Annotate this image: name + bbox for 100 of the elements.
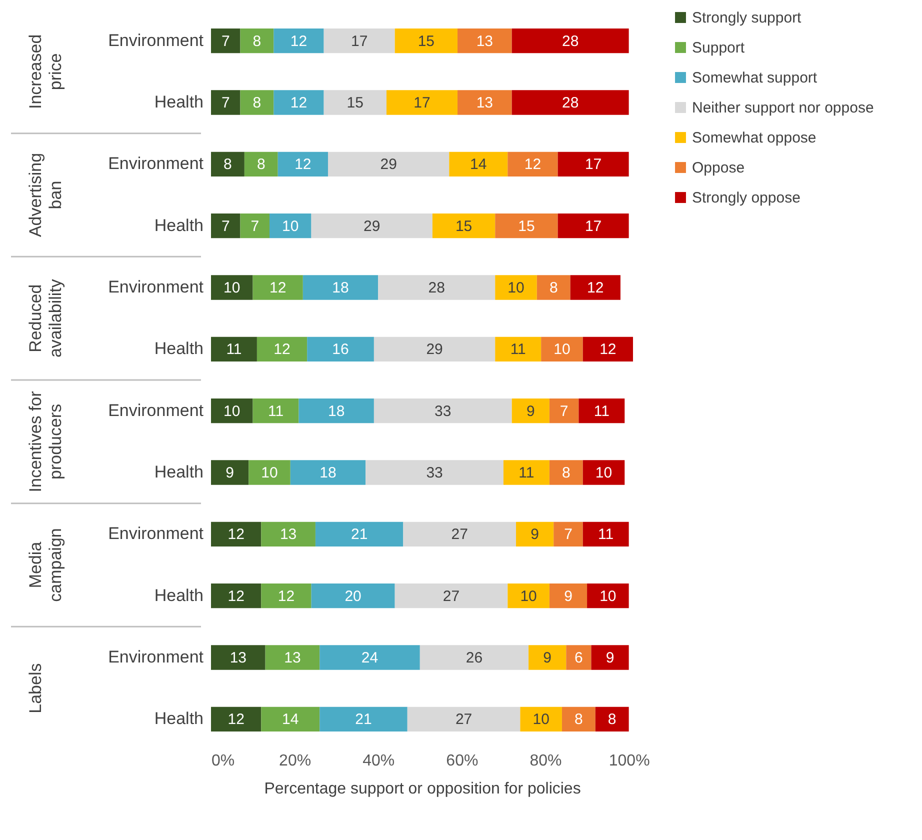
bar [549, 398, 579, 424]
data-label: 26 [466, 650, 483, 666]
data-label: 9 [606, 650, 614, 666]
bar [595, 706, 629, 732]
bar [320, 645, 420, 670]
data-label: 10 [595, 464, 612, 482]
y-tick-label: Environment [108, 154, 204, 174]
data-label: 28 [562, 32, 579, 50]
bar [554, 522, 583, 546]
bar [240, 214, 270, 238]
data-label: 7 [221, 32, 230, 50]
data-label: 9 [526, 402, 535, 420]
bar [265, 645, 320, 670]
data-label: 29 [364, 218, 380, 235]
bar [495, 336, 542, 362]
bar [211, 90, 240, 115]
bar [211, 336, 257, 362]
data-label: 13 [476, 94, 494, 112]
data-label: 12 [228, 526, 244, 544]
text: Reduced availability [26, 278, 65, 358]
data-label: 10 [600, 588, 616, 605]
data-label: 27 [442, 588, 460, 605]
data-label: 14 [282, 711, 299, 728]
y-tick-label: Health [154, 339, 204, 358]
legend-label: Support [692, 40, 746, 56]
bar [211, 645, 266, 670]
data-label: 9 [226, 464, 234, 482]
data-label: 12 [524, 156, 542, 174]
bar [495, 214, 558, 238]
bar [269, 214, 312, 238]
data-label: 10 [554, 341, 570, 358]
bar [403, 522, 516, 546]
x-tick-label: 100% [608, 752, 650, 770]
bar [307, 336, 374, 362]
bar [449, 152, 508, 176]
bar [587, 584, 629, 608]
data-label: 12 [278, 588, 295, 605]
bar [512, 90, 629, 115]
data-label: 15 [346, 94, 364, 112]
data-label: 6 [574, 650, 583, 666]
bar [315, 522, 404, 546]
data-label: 15 [455, 218, 472, 235]
data-label: 11 [268, 402, 284, 420]
data-label: 28 [428, 280, 445, 296]
bar [302, 275, 378, 300]
bar [508, 152, 558, 176]
data-label: 17 [584, 218, 602, 235]
bar [378, 275, 496, 300]
legend-label: Somewhat support [692, 70, 818, 86]
data-label: 33 [434, 402, 452, 420]
bar [432, 214, 496, 238]
bar [290, 460, 366, 485]
bar [211, 152, 244, 176]
data-label: 11 [594, 402, 610, 420]
data-label: 7 [221, 94, 230, 112]
y-tick-label: Environment [108, 524, 204, 544]
bar [211, 706, 262, 732]
bar [274, 28, 324, 54]
x-tick-label: 80% [530, 752, 562, 770]
data-label: 11 [510, 341, 526, 358]
bar [591, 645, 629, 670]
x-tick-label: 0% [212, 752, 235, 770]
bar [211, 275, 253, 300]
bar [324, 28, 395, 54]
data-label: 9 [543, 650, 552, 666]
data-label: 7 [221, 218, 230, 235]
bar [558, 152, 629, 176]
data-label: 20 [344, 588, 362, 605]
data-label: 10 [261, 464, 278, 482]
data-label: 8 [256, 156, 266, 174]
data-label: 7 [250, 218, 260, 235]
data-label: 10 [508, 280, 524, 296]
bar [582, 460, 625, 485]
data-label: 8 [252, 32, 262, 50]
data-label: 13 [280, 526, 297, 544]
data-label: 15 [418, 32, 435, 50]
bar [278, 152, 328, 176]
bar [536, 275, 570, 300]
y-tick-label: Health [154, 92, 204, 112]
data-label: 8 [549, 280, 558, 296]
bar [366, 460, 504, 485]
data-label: 13 [476, 32, 494, 50]
bar [240, 90, 274, 115]
data-label: 17 [584, 156, 602, 174]
bar [244, 152, 278, 176]
bar [582, 522, 629, 546]
data-label: 10 [224, 280, 240, 296]
legend-label: Strongly oppose [692, 190, 800, 206]
data-label: 17 [414, 94, 430, 112]
bar [578, 398, 625, 424]
bar [328, 152, 450, 176]
bar [512, 398, 550, 424]
y-tick-label: Environment [108, 648, 204, 666]
text: Increased price [26, 34, 65, 110]
bar [458, 90, 512, 115]
data-label: 17 [350, 32, 368, 50]
data-label: 12 [290, 94, 308, 112]
bar [320, 706, 408, 732]
bar [528, 645, 566, 670]
data-label: 8 [252, 94, 262, 112]
